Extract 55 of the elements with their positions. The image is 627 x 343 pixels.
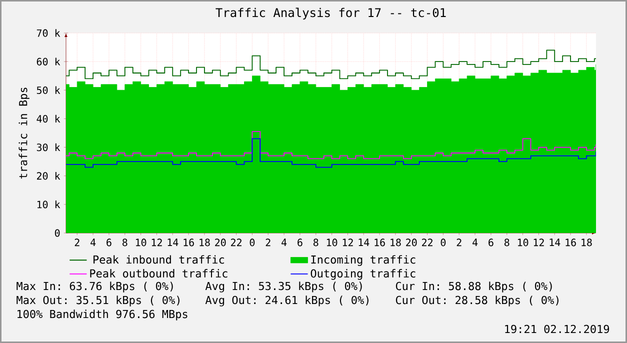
text: 19:21 02.12.2019 (505, 324, 610, 334)
y-tick-label: 0 (54, 229, 60, 237)
x-tick-label: 8 (504, 238, 510, 246)
x-tick-label: 2 (74, 238, 80, 246)
x-tick-label: 12 (534, 238, 544, 246)
text: Avg Out: 24.61 kBps ( 0%) (205, 296, 368, 306)
y-axis-title: traffic in Bps (18, 88, 30, 179)
x-tick-label: 16 (374, 238, 385, 246)
y-tick-label: 70 k (36, 29, 60, 37)
x-tick-label: 4 (90, 238, 96, 246)
x-tick-label: 6 (488, 238, 494, 246)
x-tick-label: 20 (215, 238, 226, 246)
x-tick-label: 18 (200, 238, 210, 246)
x-tick-label: 0 (440, 238, 446, 246)
text: 100% Bandwidth 976.56 MBps (18, 310, 188, 320)
x-tick-label: 16 (184, 238, 194, 246)
chart-title: Traffic Analysis for 17 -- tc-01 (216, 8, 446, 20)
x-tick-label: 12 (342, 238, 353, 246)
legend-label: Peak inbound traffic (94, 255, 224, 264)
x-tick-label: 22 (422, 238, 432, 246)
legend-label: Peak outbound traffic (90, 269, 228, 278)
y-tick-label: 30 k (36, 143, 60, 152)
x-tick-label: 10 (518, 238, 528, 246)
x-tick-label: 10 (326, 238, 338, 246)
text: Cur Out: 28.58 kBps ( 0%) (396, 296, 558, 306)
y-tick-label: 40 k (36, 114, 60, 123)
x-tick-label: 12 (152, 238, 162, 246)
legend-label: Outgoing traffic (310, 269, 416, 280)
x-tick-label: 18 (390, 238, 401, 246)
x-tick-label: 22 (231, 238, 242, 246)
x-tick-label: 14 (168, 238, 178, 246)
x-tick-label: 4 (282, 238, 287, 246)
x-tick-label: 16 (566, 238, 576, 246)
legend-label: Incoming traffic (311, 255, 416, 266)
x-tick-label: 14 (550, 238, 560, 246)
y-tick-label: 20 k (36, 172, 60, 180)
x-tick-label: 18 (582, 238, 592, 246)
x-tick-label: 14 (358, 238, 370, 246)
y-tick-label: 50 k (36, 86, 60, 94)
x-tick-label: 10 (136, 238, 146, 246)
x-tick-label: 2 (456, 238, 462, 246)
x-tick-label: 6 (298, 238, 302, 246)
x-tick-label: 4 (472, 238, 478, 246)
x-tick-label: 2 (266, 238, 270, 246)
text: Max In: 63.76 kBps ( 0%) (16, 282, 173, 292)
text: Avg In: 53.35 kBps ( 0%) (205, 282, 362, 292)
y-tick-label: 10 k (37, 200, 60, 208)
text: Max Out: 35.51 kBps ( 0%) (16, 296, 180, 306)
x-tick-label: 0 (250, 238, 255, 246)
x-tick-label: 8 (314, 238, 318, 246)
x-tick-label: 6 (106, 238, 112, 246)
y-tick-label: 60 k (36, 58, 60, 66)
text: Cur In: 58.88 kBps ( 0%) (396, 282, 552, 292)
x-tick-label: 8 (122, 238, 128, 246)
x-tick-label: 20 (406, 238, 417, 246)
